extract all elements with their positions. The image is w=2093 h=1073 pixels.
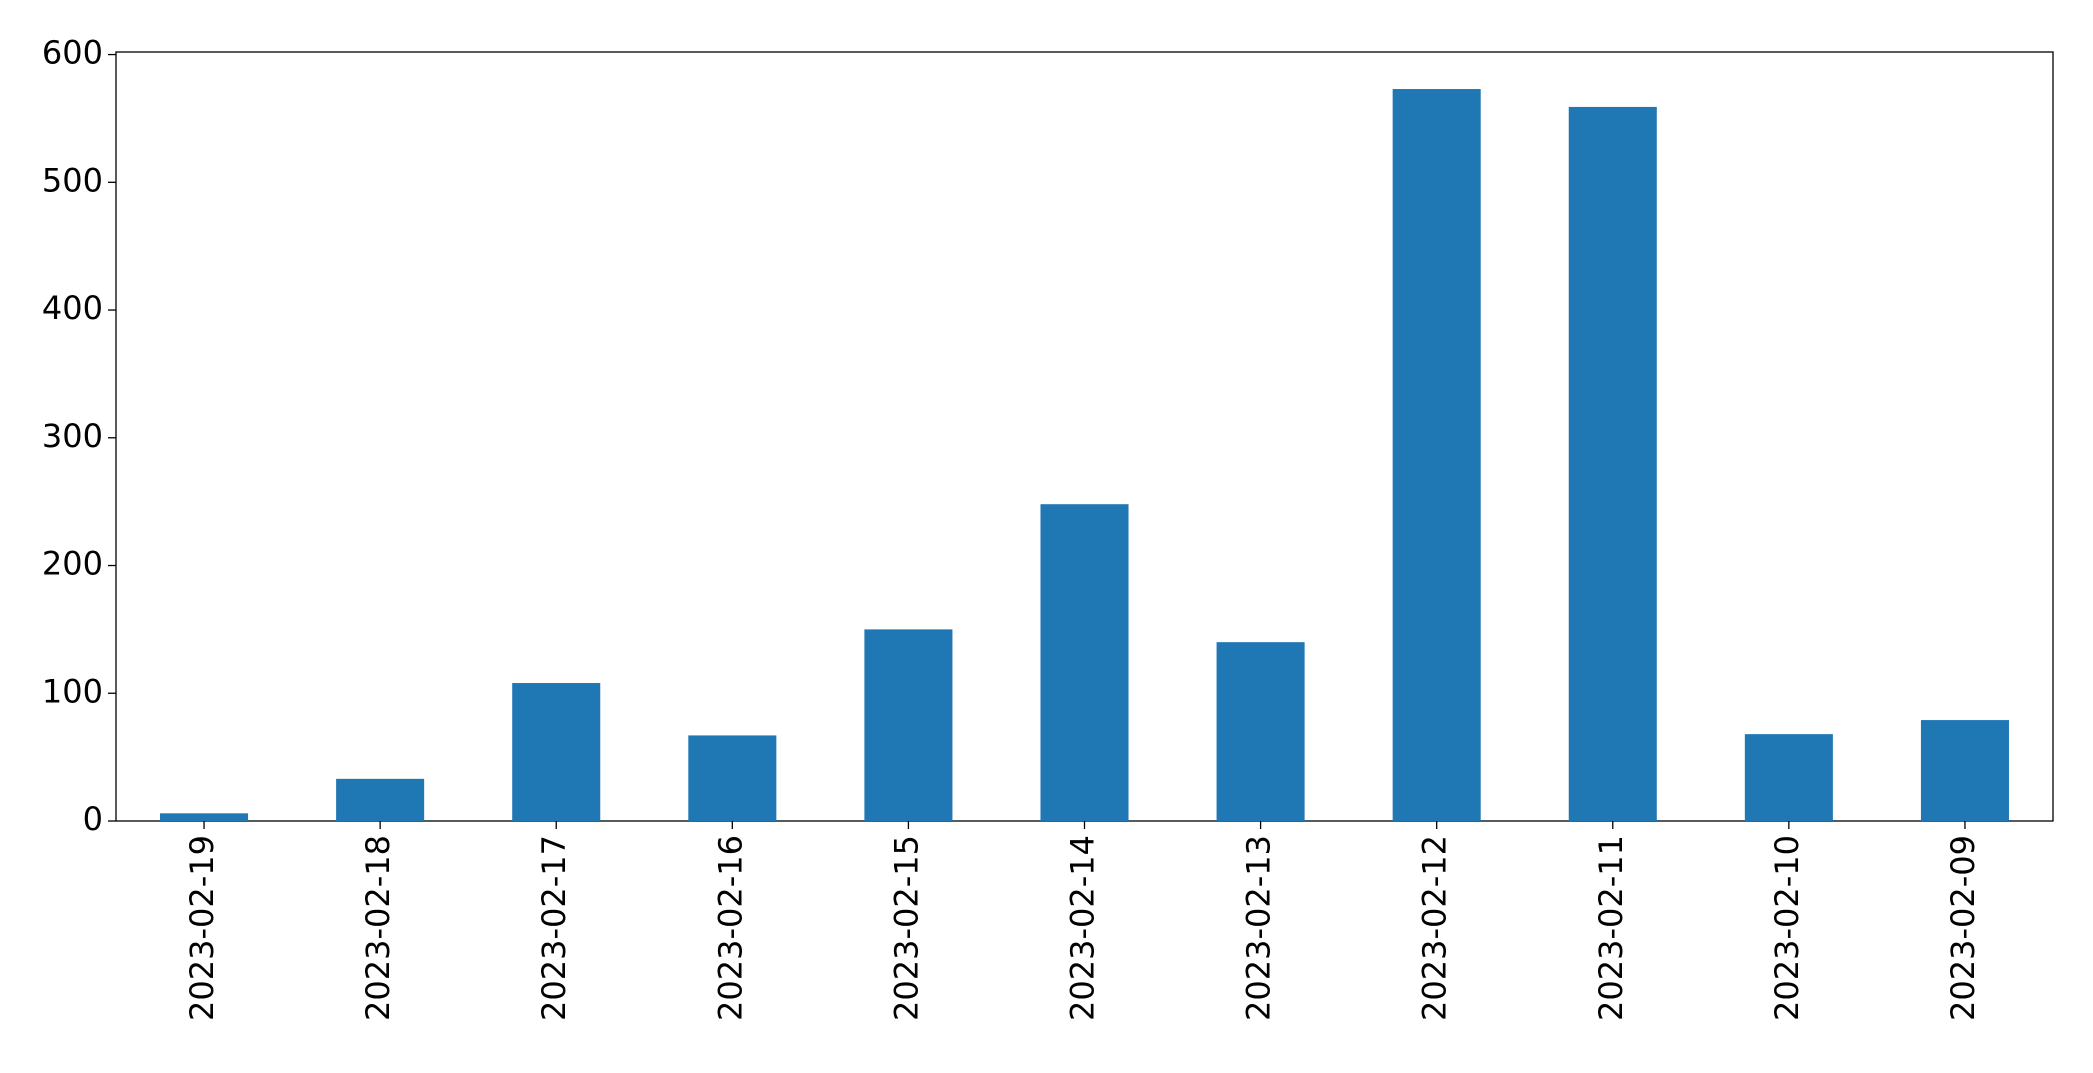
y-tick-label: 300 [42,417,103,455]
y-tick-label: 500 [42,161,103,199]
x-tick-label: 2023-02-12 [1416,835,1454,1021]
x-tick-label: 2023-02-09 [1944,835,1982,1021]
y-tick-label: 100 [42,672,103,710]
y-tick-label: 400 [42,289,103,327]
bar [1392,89,1481,821]
x-tick-label: 2023-02-19 [183,835,221,1021]
x-tick-label: 2023-02-13 [1240,835,1278,1021]
bar [160,813,249,821]
x-tick-label: 2023-02-15 [887,835,925,1021]
bar [1040,504,1129,821]
x-tick-label: 2023-02-18 [359,835,397,1021]
bar [864,629,953,821]
y-tick-label: 0 [83,800,103,838]
x-tick-label: 2023-02-10 [1768,835,1806,1021]
bar [688,735,777,821]
y-tick-label: 600 [42,34,103,72]
x-tick-label: 2023-02-14 [1064,835,1102,1021]
bar [336,778,425,821]
x-tick-label: 2023-02-17 [535,835,573,1021]
x-tick-label: 2023-02-11 [1592,835,1630,1021]
y-tick-label: 200 [42,545,103,583]
bar [512,683,601,821]
bar [1744,734,1833,821]
bar [1568,106,1657,821]
bar [1216,642,1305,821]
x-tick-label: 2023-02-16 [711,835,749,1021]
bar [1920,720,2009,821]
